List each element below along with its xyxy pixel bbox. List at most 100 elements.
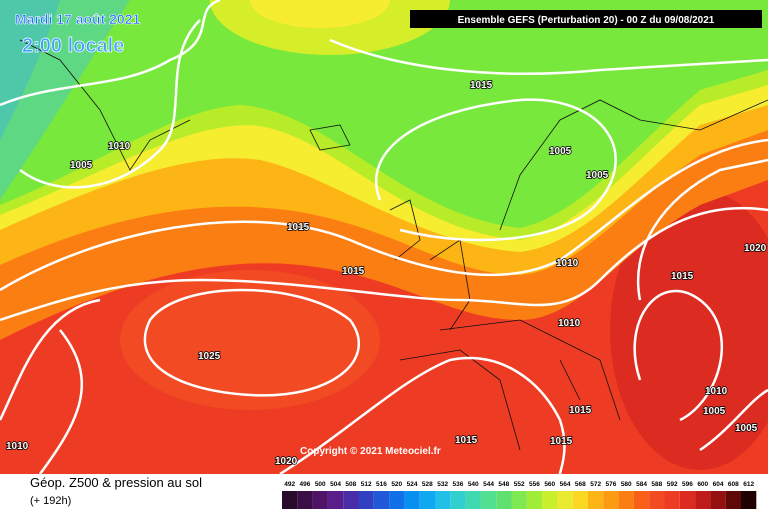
footer-title: Géop. Z500 & pression au sol bbox=[30, 475, 202, 490]
colorbar-swatch bbox=[526, 491, 543, 509]
colorbar-swatch bbox=[664, 491, 680, 509]
colorbar-swatch bbox=[343, 491, 359, 509]
colorbar-swatch bbox=[695, 491, 711, 509]
isobar bbox=[279, 356, 566, 476]
isobar bbox=[0, 298, 101, 475]
colorbar-swatch bbox=[572, 491, 588, 509]
colorbar-swatch bbox=[465, 491, 481, 509]
colorbar-swatch bbox=[496, 491, 512, 509]
colorbar-label: 504 bbox=[330, 481, 341, 488]
colorbar-swatch bbox=[511, 491, 527, 509]
colorbar-label: 568 bbox=[575, 481, 586, 488]
colorbar-label: 560 bbox=[544, 481, 555, 488]
colorbar-label: 524 bbox=[407, 481, 418, 488]
isobar-label: 1010 bbox=[558, 318, 581, 329]
isobar-label: 1020 bbox=[275, 456, 298, 467]
yellow-top-core bbox=[250, 0, 390, 28]
colorbar-swatch bbox=[710, 491, 726, 509]
colorbar-label: 592 bbox=[667, 481, 678, 488]
colorbar-label: 604 bbox=[713, 481, 724, 488]
colorbar-swatch bbox=[404, 491, 420, 509]
copyright: Copyright © 2021 Meteociel.fr bbox=[300, 446, 441, 457]
colorbar-swatch bbox=[419, 491, 435, 509]
colorbar-label: 520 bbox=[391, 481, 402, 488]
colorbar-label: 584 bbox=[636, 481, 647, 488]
colorbar-label: 572 bbox=[590, 481, 601, 488]
colorbar-swatch bbox=[389, 491, 405, 509]
colorbar-swatch bbox=[450, 491, 466, 509]
colorbar-swatch bbox=[725, 491, 741, 509]
local-time: 2:00 locale bbox=[22, 35, 124, 57]
colorbar-label: 576 bbox=[606, 481, 617, 488]
colorbar-swatch bbox=[480, 491, 497, 509]
isobar-label: 1015 bbox=[342, 266, 365, 277]
isobar-label: 1015 bbox=[470, 80, 493, 91]
isobar-label: 1010 bbox=[705, 386, 728, 397]
colorbar-label: 508 bbox=[345, 481, 356, 488]
isobar-label: 1025 bbox=[198, 351, 221, 362]
colorbar-label: 500 bbox=[315, 481, 326, 488]
isobar-label: 1010 bbox=[108, 141, 131, 152]
isobar-label: 1015 bbox=[569, 405, 592, 416]
isobar bbox=[636, 158, 768, 301]
run-box bbox=[410, 10, 762, 28]
colorbar-swatch bbox=[435, 491, 451, 509]
colorbar-label: 540 bbox=[468, 481, 479, 488]
colorbar-label: 496 bbox=[300, 481, 311, 488]
colorbar-swatch bbox=[373, 491, 390, 509]
colorbar-swatch bbox=[557, 491, 573, 509]
colorbar-swatch bbox=[297, 491, 313, 509]
isobar bbox=[0, 138, 768, 292]
colorbar-label: 544 bbox=[483, 481, 494, 488]
colorbar-label: 536 bbox=[453, 481, 464, 488]
dark-red-zone bbox=[610, 190, 768, 470]
isobar-label: 1005 bbox=[70, 160, 93, 171]
isobar-label: 1015 bbox=[671, 271, 694, 282]
isobar-label: 1015 bbox=[550, 436, 573, 447]
colorbar-swatch bbox=[618, 491, 634, 509]
isobar-label: 1005 bbox=[549, 146, 572, 157]
colorbar-label: 528 bbox=[422, 481, 433, 488]
colorbar-swatch bbox=[633, 491, 650, 509]
colorbar-label: 612 bbox=[743, 481, 754, 488]
colorbar-swatch bbox=[327, 491, 344, 509]
colorbar-swatch bbox=[588, 491, 604, 509]
isobar bbox=[19, 19, 201, 189]
colorbar-label: 492 bbox=[284, 481, 295, 488]
colorbar-swatch bbox=[358, 491, 374, 509]
isobar bbox=[329, 38, 768, 75]
isobar-label: 1005 bbox=[586, 170, 609, 181]
isobar-label: 1005 bbox=[735, 423, 758, 434]
colorbar-label: 596 bbox=[682, 481, 693, 488]
colorbar-label: 600 bbox=[697, 481, 708, 488]
teal-zone bbox=[0, 0, 60, 140]
high-zone bbox=[120, 270, 380, 410]
colorbar-swatch bbox=[542, 491, 558, 509]
isobar-label: 1005 bbox=[703, 406, 726, 417]
colorbar-label: 564 bbox=[560, 481, 571, 488]
isobar bbox=[374, 98, 617, 242]
isobar bbox=[633, 289, 768, 452]
green-zone bbox=[0, 0, 768, 228]
isobar-label: 1015 bbox=[287, 222, 310, 233]
isobar bbox=[143, 288, 361, 397]
isobar-label: 1010 bbox=[6, 441, 29, 452]
isobar bbox=[0, 0, 221, 107]
colorbar-swatch bbox=[603, 491, 619, 509]
colorbar-label: 588 bbox=[651, 481, 662, 488]
run-info: Ensemble GEFS (Perturbation 20) - 00 Z d… bbox=[458, 15, 715, 26]
lead-time: (+ 192h) bbox=[30, 495, 71, 507]
colorbar-swatch bbox=[282, 491, 298, 509]
isobar-label: 1020 bbox=[744, 243, 767, 254]
date: Mardi 17 août 2021 bbox=[15, 11, 140, 27]
isobar-label: 1015 bbox=[455, 435, 478, 446]
colorbar-label: 552 bbox=[514, 481, 525, 488]
colorbar-label: 548 bbox=[498, 481, 509, 488]
colorbar-label: 532 bbox=[437, 481, 448, 488]
colorbar-label: 580 bbox=[621, 481, 632, 488]
colorbar-label: 516 bbox=[376, 481, 387, 488]
colorbar-label: 512 bbox=[361, 481, 372, 488]
colorbar-swatch bbox=[741, 491, 757, 509]
colorbar-swatch bbox=[679, 491, 696, 509]
